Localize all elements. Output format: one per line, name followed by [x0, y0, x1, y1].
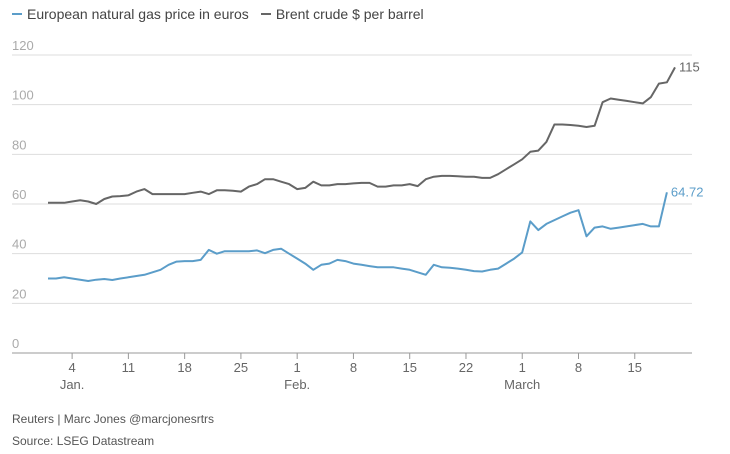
- x-tick-label: 11: [122, 360, 136, 375]
- y-tick-label: 100: [12, 88, 34, 103]
- x-tick-label: 18: [177, 360, 191, 375]
- legend-swatch-gas: [12, 13, 22, 15]
- legend-label-gas: European natural gas price in euros: [27, 6, 249, 22]
- x-month-label: Jan.: [60, 377, 85, 392]
- x-tick-label: 15: [402, 360, 416, 375]
- legend-item-gas: European natural gas price in euros: [12, 6, 249, 22]
- y-tick-label: 40: [12, 237, 26, 252]
- x-tick-label: 25: [234, 360, 248, 375]
- legend-item-brent: Brent crude $ per barrel: [260, 6, 424, 22]
- y-tick-label: 20: [12, 286, 26, 301]
- x-tick-label: 15: [628, 360, 642, 375]
- y-tick-label: 60: [12, 187, 26, 202]
- series-line-brent: [48, 66, 676, 205]
- chart-source: Source: LSEG Datastream: [12, 434, 155, 448]
- y-tick-label: 0: [12, 336, 19, 351]
- x-month-label: March: [504, 377, 540, 392]
- chart-credit: Reuters | Marc Jones @marcjonesrtrs: [12, 412, 215, 426]
- x-tick-label: 8: [575, 360, 582, 375]
- end-label-brent: 115: [679, 59, 700, 74]
- x-tick-label: 1: [294, 360, 301, 375]
- y-tick-label: 120: [12, 38, 34, 53]
- x-tick-label: 4: [68, 360, 75, 375]
- end-label-gas: 64.72: [671, 184, 704, 199]
- x-month-label: Feb.: [284, 377, 310, 392]
- series-line-gas: [48, 192, 668, 282]
- x-tick-label: 8: [350, 360, 357, 375]
- legend-swatch-brent: [260, 13, 271, 15]
- line-chart: 0 20 40 60 80 100 120 4 Jan. 11 18 25 1 Feb. 8 15 22 1 Mar…: [12, 38, 704, 392]
- x-tick-label: 22: [459, 360, 473, 375]
- x-tick-label: 1: [519, 360, 526, 375]
- legend-label-brent: Brent crude $ per barrel: [275, 6, 424, 22]
- chart-legend: European natural gas price in euros Bren…: [12, 6, 424, 22]
- y-tick-label: 80: [12, 137, 26, 152]
